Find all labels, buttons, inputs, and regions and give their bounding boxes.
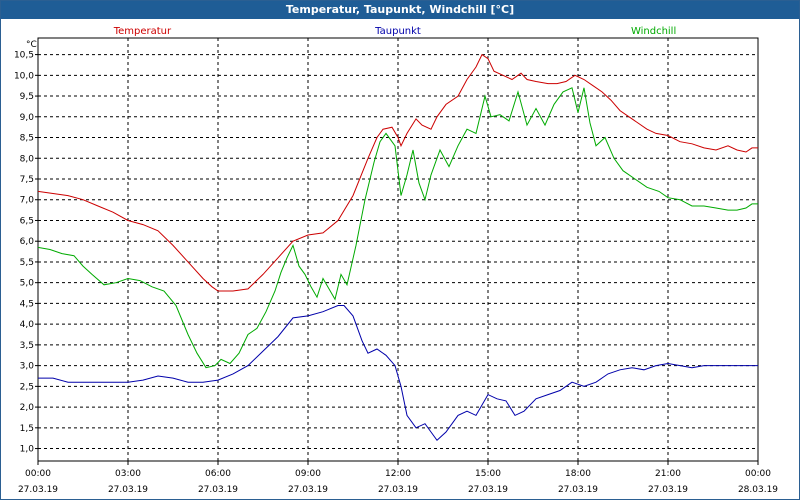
y-axis-ticks: 1,0 1,5 2,0 2,5 3,0 3,5 4,0 4,5 5,0 5,5 6,0 6,5 7,0 7…: [14, 51, 38, 455]
y-tick-label: 3,0: [20, 362, 35, 372]
x-tick-time-label: 12:00: [385, 469, 411, 479]
y-tick-label: 7,5: [20, 175, 34, 185]
x-tick-time-label: 06:00: [205, 469, 231, 479]
x-tick-time-label: 00:00: [745, 469, 771, 479]
legend-item-taupunkt: Taupunkt: [374, 26, 421, 37]
series-line-taupunkt: [38, 305, 758, 442]
y-tick-label: 1,5: [20, 424, 34, 434]
y-tick-label: 10,0: [14, 71, 34, 81]
x-tick-date-label: 28.03.19: [738, 485, 778, 495]
x-tick-time-label: 00:00: [25, 469, 51, 479]
y-tick-label: 9,5: [20, 92, 34, 102]
y-tick-label: 10,5: [14, 51, 34, 61]
y-tick-label: 2,0: [20, 403, 35, 413]
y-tick-label: 8,0: [20, 154, 35, 164]
y-axis-unit: °C: [26, 40, 37, 50]
x-axis-ticks: 00:00 27.03.19 03:00 27.03.19 06:00 27.03.19 0…: [18, 461, 778, 495]
legend: Temperatur Taupunkt Windchill: [113, 26, 677, 37]
legend-item-windchill: Windchill: [631, 26, 676, 37]
x-tick-time-label: 15:00: [475, 469, 501, 479]
x-tick-date-label: 27.03.19: [288, 485, 328, 495]
window-title: Temperatur, Taupunkt, Windchill [°C]: [1, 1, 799, 19]
y-tick-label: 6,0: [20, 237, 35, 247]
y-tick-label: 3,5: [20, 341, 34, 351]
x-tick-date-label: 27.03.19: [198, 485, 238, 495]
y-tick-label: 6,5: [20, 216, 34, 226]
x-tick-date-label: 27.03.19: [648, 485, 688, 495]
y-tick-label: 9,0: [20, 113, 35, 123]
x-tick-time-label: 18:00: [565, 469, 591, 479]
series-line-windchill: [37, 87, 758, 369]
x-tick-time-label: 03:00: [115, 469, 141, 479]
x-tick-date-label: 27.03.19: [558, 485, 598, 495]
y-tick-label: 4,0: [20, 320, 35, 330]
y-tick-label: 5,5: [20, 258, 34, 268]
y-tick-label: 7,0: [20, 196, 35, 206]
x-tick-date-label: 27.03.19: [468, 485, 508, 495]
x-tick-date-label: 27.03.19: [378, 485, 418, 495]
x-tick-time-label: 09:00: [295, 469, 321, 479]
x-tick-date-label: 27.03.19: [18, 485, 58, 495]
legend-item-temperatur: Temperatur: [113, 26, 172, 37]
x-tick-date-label: 27.03.19: [108, 485, 148, 495]
grid-lines: [38, 38, 758, 461]
y-tick-label: 1,0: [20, 445, 35, 455]
y-tick-label: 5,0: [20, 279, 35, 289]
y-tick-label: 4,5: [20, 299, 34, 309]
y-tick-label: 8,5: [20, 134, 34, 144]
series-lines: [37, 53, 758, 442]
series-line-temperatur: [37, 53, 758, 292]
x-tick-time-label: 21:00: [655, 469, 681, 479]
y-tick-label: 2,5: [20, 382, 34, 392]
